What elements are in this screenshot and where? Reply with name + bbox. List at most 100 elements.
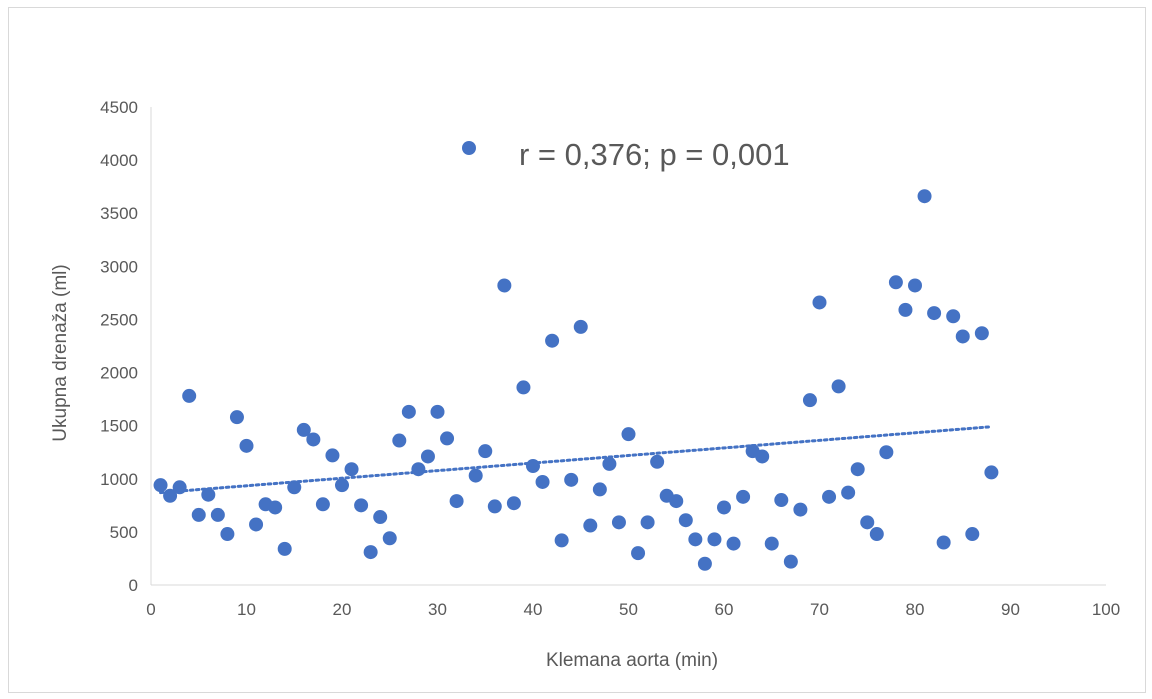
data-point [344, 462, 359, 477]
x-tick-label: 90 [1001, 600, 1020, 619]
data-point [497, 278, 512, 293]
data-point [602, 456, 617, 471]
x-axis-tick-labels: 0 10 20 30 40 50 60 70 80 90 100 [146, 600, 1120, 619]
data-point [487, 499, 502, 514]
data-point [430, 404, 445, 419]
data-point [392, 433, 407, 448]
data-point [955, 329, 970, 344]
data-point [774, 493, 789, 508]
data-point [936, 535, 951, 550]
data-point [841, 485, 856, 500]
data-point [927, 306, 942, 321]
data-point [802, 393, 817, 408]
y-tick-label: 1500 [100, 417, 138, 436]
data-point [640, 515, 655, 530]
data-point [363, 545, 378, 560]
data-point [908, 278, 922, 293]
data-point [306, 432, 321, 447]
data-point [783, 554, 798, 569]
data-point [888, 275, 903, 290]
x-tick-label: 20 [333, 600, 352, 619]
y-tick-label: 2000 [100, 364, 138, 383]
data-point [755, 449, 770, 464]
data-point [315, 497, 330, 512]
y-tick-label: 3500 [100, 204, 138, 223]
x-tick-label: 100 [1092, 600, 1120, 619]
x-tick-label: 10 [237, 600, 256, 619]
data-point [325, 448, 340, 463]
data-point [545, 333, 560, 348]
data-point [669, 494, 684, 509]
data-point [239, 438, 254, 453]
data-point [411, 462, 426, 477]
data-points [153, 189, 999, 571]
data-point [516, 380, 531, 395]
data-point [965, 527, 980, 542]
data-point [717, 500, 731, 515]
data-point [220, 527, 235, 542]
y-tick-label: 3000 [100, 257, 138, 276]
data-point [268, 500, 283, 515]
data-point [564, 472, 579, 487]
chart-area: 0 500 1000 1500 2000 2500 3000 3500 4000 4500 0 10… [8, 7, 1146, 693]
x-axis-label: Klemana aorta (min) [546, 650, 718, 671]
data-point [793, 502, 808, 517]
data-point [526, 459, 540, 474]
y-tick-label: 4000 [100, 151, 138, 170]
data-point [401, 404, 416, 419]
data-point [917, 189, 932, 204]
y-tick-label: 2500 [100, 310, 138, 329]
data-point [583, 518, 598, 533]
data-point [249, 517, 264, 532]
data-point [678, 513, 693, 528]
x-tick-label: 60 [715, 600, 734, 619]
data-point [287, 480, 302, 495]
y-tick-label: 1000 [100, 470, 138, 489]
x-tick-label: 30 [428, 600, 447, 619]
data-point [898, 302, 913, 317]
scatter-chart: 0 500 1000 1500 2000 2500 3000 3500 4000 4500 0 10… [50, 98, 1120, 671]
data-point [650, 454, 665, 469]
data-point [554, 533, 569, 548]
data-point [182, 388, 197, 403]
y-tick-label: 500 [110, 523, 138, 542]
x-tick-label: 80 [906, 600, 925, 619]
x-tick-label: 40 [524, 600, 543, 619]
trendline [159, 425, 993, 495]
data-point [153, 478, 168, 493]
data-point [573, 319, 588, 334]
data-point [946, 309, 961, 324]
data-point [726, 536, 741, 551]
data-point [478, 444, 493, 459]
data-point [535, 474, 550, 489]
data-point [879, 445, 894, 460]
data-point [850, 462, 865, 477]
data-point [611, 515, 626, 530]
correlation-annotation: r = 0,376; p = 0,001 [519, 137, 790, 172]
y-axis-label: Ukupna drenaža (ml) [50, 264, 71, 441]
y-tick-label: 0 [129, 576, 138, 595]
data-point [296, 422, 311, 437]
data-point [974, 326, 989, 341]
data-point [831, 379, 846, 394]
x-tick-label: 50 [619, 600, 638, 619]
data-point [860, 515, 875, 530]
data-point [707, 532, 722, 547]
data-point [440, 431, 455, 446]
data-point [506, 496, 521, 511]
data-point [592, 482, 607, 497]
data-point [449, 494, 464, 509]
data-point [420, 449, 435, 464]
x-tick-label: 0 [146, 600, 155, 619]
data-point [631, 546, 646, 561]
data-point [468, 468, 483, 483]
y-axis-tick-labels: 0 500 1000 1500 2000 2500 3000 3500 4000 4500 [100, 98, 138, 595]
data-point [822, 489, 837, 504]
data-point [984, 465, 999, 480]
data-point [373, 510, 388, 525]
data-point [621, 427, 636, 442]
data-point [354, 498, 369, 513]
data-point [172, 480, 187, 495]
data-point [764, 536, 779, 551]
y-tick-label: 4500 [100, 98, 138, 117]
